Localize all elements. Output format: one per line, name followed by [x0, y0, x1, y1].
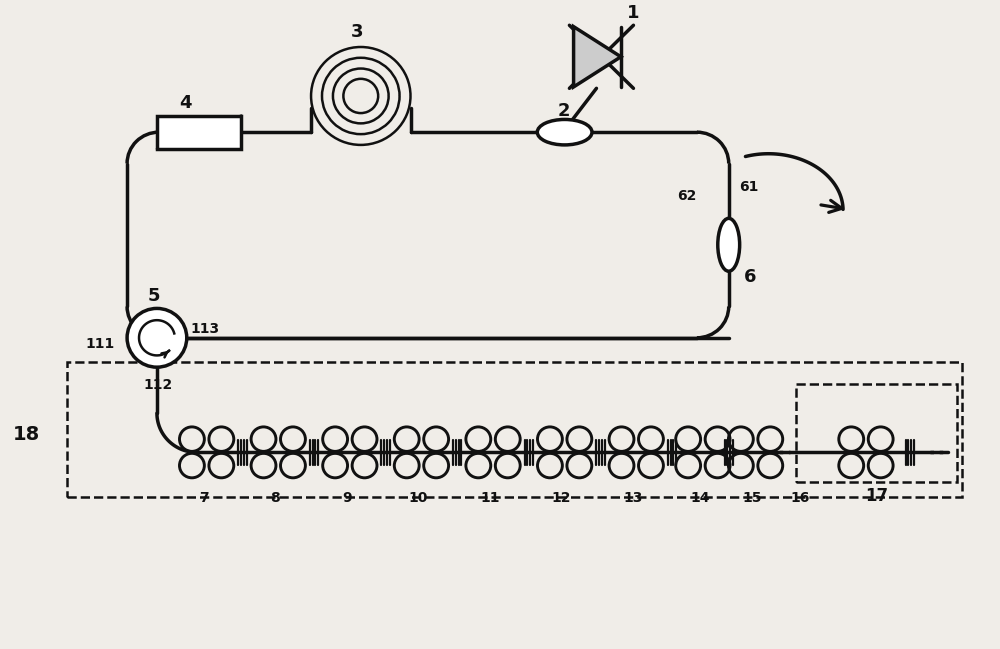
Text: 1: 1 [626, 5, 639, 23]
Text: 113: 113 [191, 322, 220, 336]
Text: 10: 10 [409, 491, 428, 506]
Text: 3: 3 [351, 23, 363, 41]
Text: 2: 2 [558, 101, 570, 119]
Text: 7: 7 [199, 491, 208, 506]
Text: 14: 14 [690, 491, 709, 506]
Text: 111: 111 [85, 337, 115, 350]
Ellipse shape [537, 119, 592, 145]
Text: 6: 6 [744, 268, 756, 286]
Text: 8: 8 [270, 491, 280, 506]
Text: 12: 12 [552, 491, 571, 506]
Bar [67, 362, 962, 497]
Polygon shape [574, 27, 621, 87]
Circle shape [127, 308, 187, 367]
Text: 16: 16 [790, 491, 809, 506]
Text: 15: 15 [743, 491, 762, 506]
Text: 62: 62 [677, 189, 696, 202]
Text: 4: 4 [179, 93, 191, 112]
Text: 61: 61 [739, 180, 758, 194]
Text: 18: 18 [13, 424, 40, 444]
Bar [796, 384, 957, 482]
Ellipse shape [718, 218, 740, 271]
Text: 112: 112 [143, 378, 172, 392]
Text: 5: 5 [148, 287, 160, 304]
Bar [157, 116, 241, 149]
Text: 13: 13 [623, 491, 643, 506]
Text: 11: 11 [480, 491, 500, 506]
Text: 17: 17 [865, 487, 888, 506]
Text: 9: 9 [342, 491, 352, 506]
